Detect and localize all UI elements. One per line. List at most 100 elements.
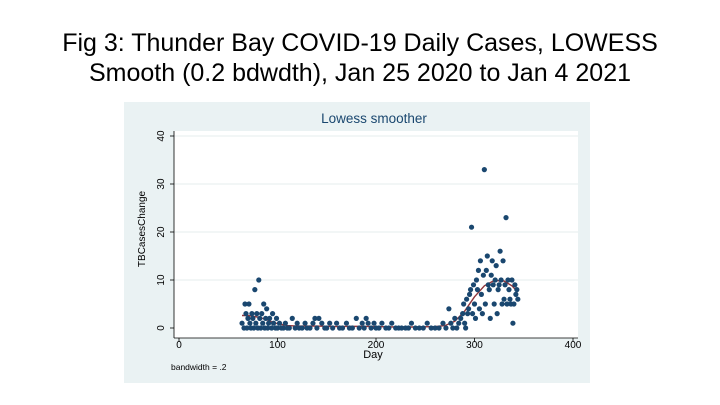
data-point-55 — [327, 320, 333, 326]
slide-title: Fig 3: Thunder Bay COVID-19 Daily Cases,… — [0, 28, 720, 88]
data-point-150 — [510, 320, 516, 326]
data-point-30 — [270, 320, 277, 326]
data-point-60 — [343, 320, 350, 326]
data-point-127 — [487, 315, 493, 321]
data-point-142 — [502, 282, 508, 288]
data-point-28 — [268, 325, 275, 331]
data-point-5 — [245, 315, 251, 321]
data-point-103 — [464, 296, 470, 302]
data-point-113 — [473, 277, 480, 283]
y-tick-label-30: 30 — [156, 178, 167, 190]
lowess-chart: Lowess smoother 0 100 200 300 400 0 10 20 30 40 D… — [137, 111, 582, 372]
data-point-149 — [509, 277, 515, 283]
data-point-24 — [264, 306, 270, 312]
data-point-130 — [490, 282, 496, 288]
y-tick-label-20: 20 — [156, 226, 167, 238]
data-point-20 — [260, 320, 266, 326]
data-point-59 — [339, 325, 346, 331]
data-point-67 — [363, 315, 369, 321]
x-tick-label-400: 400 — [565, 340, 582, 351]
data-point-97 — [456, 320, 462, 326]
data-point-47 — [307, 325, 313, 331]
data-point-91 — [443, 325, 449, 331]
data-point-26 — [266, 320, 272, 326]
data-point-39 — [286, 325, 292, 331]
y-axis-label: TBCasesChange — [137, 190, 148, 267]
x-tick-label-200: 200 — [368, 340, 385, 351]
scatter-points — [239, 167, 521, 331]
x-axis-label: Day — [363, 349, 383, 361]
data-point-27 — [267, 315, 273, 321]
plot-area — [174, 131, 578, 338]
data-point-120 — [480, 272, 486, 278]
data-point-87 — [428, 325, 434, 331]
data-point-44 — [299, 325, 305, 331]
data-point-64 — [356, 325, 362, 331]
data-point-19 — [259, 311, 265, 317]
data-point-83 — [412, 325, 418, 331]
data-point-119 — [479, 311, 485, 317]
data-point-45 — [302, 320, 308, 326]
data-point-94 — [450, 325, 456, 331]
data-point-133 — [493, 263, 499, 269]
data-point-143 — [503, 215, 509, 221]
y-tick-label-10: 10 — [156, 274, 167, 286]
data-point-124 — [484, 253, 490, 259]
data-point-41 — [292, 325, 298, 331]
data-point-135 — [495, 287, 501, 293]
data-point-37 — [282, 320, 288, 326]
data-point-107 — [467, 287, 474, 293]
data-point-96 — [454, 325, 460, 331]
data-point-126 — [486, 287, 492, 293]
data-point-116 — [476, 306, 483, 312]
slide-title-line-2: Smooth (0.2 bdwdth), Jan 25 2020 to Jan … — [88, 59, 632, 87]
data-point-3 — [243, 311, 249, 317]
data-point-16 — [256, 277, 262, 283]
data-point-95 — [452, 315, 458, 321]
data-point-108 — [468, 224, 475, 230]
data-point-125 — [485, 282, 491, 288]
data-point-132 — [492, 277, 498, 283]
data-point-42 — [294, 320, 300, 326]
data-point-110 — [470, 282, 477, 288]
x-tick-label-300: 300 — [466, 340, 483, 351]
data-point-141 — [501, 296, 507, 302]
data-point-79 — [399, 325, 405, 331]
data-point-154 — [514, 287, 520, 293]
data-point-52 — [319, 320, 325, 326]
data-point-153 — [513, 291, 519, 297]
data-point-49 — [312, 315, 318, 321]
data-point-109 — [469, 311, 476, 317]
data-point-111 — [471, 301, 478, 307]
data-point-137 — [497, 248, 503, 254]
data-point-29 — [269, 311, 276, 317]
data-point-66 — [361, 325, 367, 331]
data-point-51 — [316, 315, 322, 321]
data-point-99 — [460, 311, 466, 317]
data-point-131 — [491, 301, 497, 307]
data-point-145 — [505, 277, 511, 283]
data-point-85 — [420, 325, 426, 331]
data-point-115 — [475, 267, 482, 273]
data-point-18 — [258, 325, 264, 331]
data-point-81 — [405, 325, 412, 331]
data-point-104 — [465, 311, 471, 317]
data-point-62 — [349, 325, 355, 331]
data-point-75 — [386, 325, 392, 331]
data-point-72 — [376, 325, 382, 331]
data-point-70 — [371, 320, 377, 326]
data-point-100 — [461, 301, 467, 307]
data-point-128 — [488, 272, 494, 278]
data-point-14 — [254, 311, 260, 317]
data-point-136 — [496, 282, 502, 288]
data-point-89 — [436, 325, 442, 331]
data-point-57 — [334, 320, 340, 326]
data-point-23 — [263, 315, 269, 321]
data-point-151 — [511, 301, 517, 307]
data-point-140 — [500, 258, 506, 264]
data-point-92 — [446, 306, 452, 312]
data-point-65 — [359, 320, 365, 326]
data-point-13 — [253, 320, 259, 326]
data-point-117 — [477, 258, 484, 264]
data-point-86 — [424, 320, 430, 326]
